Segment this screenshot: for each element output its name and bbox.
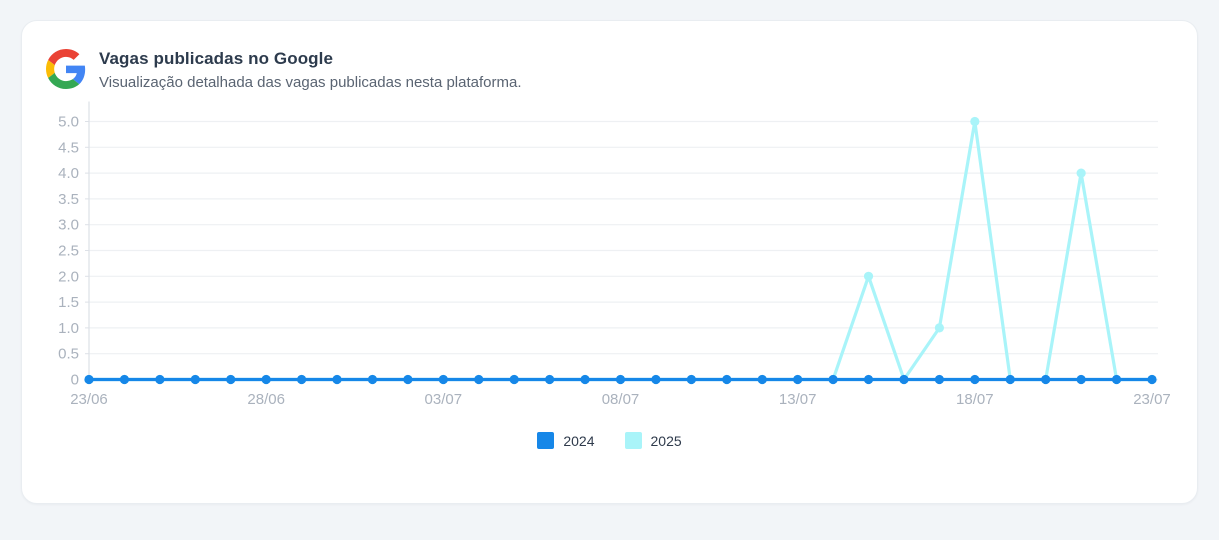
svg-text:4.5: 4.5 [58, 139, 79, 156]
line-chart-canvas[interactable]: 0 0.5 1.0 1.5 2.0 2.5 3.0 3.5 4.0 4.5 5.0 23/06 28/0… [22, 21, 1198, 504]
svg-text:2.0: 2.0 [58, 268, 79, 285]
legend-swatch-2024 [537, 432, 555, 449]
svg-text:23/07: 23/07 [1133, 391, 1171, 408]
svg-text:3.5: 3.5 [58, 191, 79, 208]
svg-text:5.0: 5.0 [58, 114, 79, 131]
chart-title: Vagas publicadas no Google [99, 49, 334, 68]
legend-label-2025: 2025 [650, 432, 682, 449]
svg-text:18/07: 18/07 [956, 391, 994, 408]
legend-item-2025[interactable]: 2025 [624, 432, 682, 449]
svg-text:13/07: 13/07 [779, 391, 817, 408]
svg-text:08/07: 08/07 [602, 391, 640, 408]
legend-item-2024[interactable]: 2024 [537, 432, 595, 449]
svg-text:2.5: 2.5 [58, 243, 79, 260]
svg-text:0.5: 0.5 [58, 346, 79, 363]
svg-text:1.5: 1.5 [58, 294, 79, 311]
google-logo-icon [46, 49, 86, 89]
chart-card: Vagas publicadas no Google Visualização … [21, 20, 1198, 504]
svg-text:23/06: 23/06 [70, 391, 108, 408]
svg-text:3.0: 3.0 [58, 217, 79, 234]
legend-swatch-2025 [624, 432, 642, 449]
svg-text:0: 0 [71, 372, 79, 389]
chart-subtitle: Visualização detalhada das vagas publica… [99, 74, 522, 91]
svg-text:1.0: 1.0 [58, 320, 79, 337]
chart-legend: 2024 2025 [22, 432, 1197, 449]
legend-label-2024: 2024 [563, 432, 595, 449]
svg-text:28/06: 28/06 [247, 391, 285, 408]
chart-header: Vagas publicadas no Google Visualização … [46, 49, 522, 91]
svg-text:4.0: 4.0 [58, 165, 79, 182]
chart-titles: Vagas publicadas no Google Visualização … [99, 49, 522, 91]
svg-text:03/07: 03/07 [425, 391, 463, 408]
